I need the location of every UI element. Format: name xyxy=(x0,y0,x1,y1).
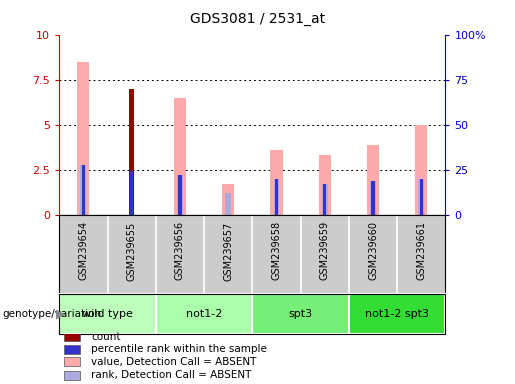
Bar xyxy=(64,344,80,354)
Text: rank, Detection Call = ABSENT: rank, Detection Call = ABSENT xyxy=(91,370,251,380)
Text: GSM239655: GSM239655 xyxy=(127,221,136,281)
Bar xyxy=(367,145,379,215)
Text: genotype/variation: genotype/variation xyxy=(3,309,101,319)
Text: GSM239657: GSM239657 xyxy=(223,221,233,281)
Text: GSM239658: GSM239658 xyxy=(271,221,282,280)
Bar xyxy=(418,179,424,215)
Bar xyxy=(64,357,80,366)
Bar xyxy=(177,175,183,215)
Bar xyxy=(370,181,376,215)
Bar xyxy=(415,125,427,215)
Text: GDS3081 / 2531_at: GDS3081 / 2531_at xyxy=(190,12,325,25)
Bar xyxy=(130,171,133,215)
Text: GSM239656: GSM239656 xyxy=(175,221,185,280)
Text: GSM239661: GSM239661 xyxy=(416,221,426,280)
Bar xyxy=(226,194,231,215)
Text: percentile rank within the sample: percentile rank within the sample xyxy=(91,344,267,354)
Text: spt3: spt3 xyxy=(288,309,313,319)
Bar xyxy=(59,294,156,334)
Bar xyxy=(319,156,331,215)
Bar xyxy=(174,98,186,215)
Text: ▶: ▶ xyxy=(56,308,65,320)
Bar xyxy=(156,294,252,334)
Bar xyxy=(323,184,327,215)
Bar xyxy=(275,179,278,215)
Text: GSM239659: GSM239659 xyxy=(320,221,330,280)
Bar xyxy=(77,62,90,215)
Text: count: count xyxy=(91,331,121,342)
Bar xyxy=(273,179,279,215)
Bar xyxy=(252,294,349,334)
Text: GSM239654: GSM239654 xyxy=(78,221,89,280)
Bar xyxy=(322,184,328,215)
Bar xyxy=(420,179,423,215)
Text: not1-2: not1-2 xyxy=(186,309,222,319)
Text: not1-2 spt3: not1-2 spt3 xyxy=(365,309,429,319)
Bar xyxy=(178,175,182,215)
Bar xyxy=(129,89,134,215)
Bar xyxy=(64,371,80,379)
Bar xyxy=(82,164,85,215)
Bar xyxy=(349,294,445,334)
Bar xyxy=(371,181,375,215)
Bar xyxy=(80,164,87,215)
Bar xyxy=(270,150,283,215)
Text: wild type: wild type xyxy=(82,309,133,319)
Text: value, Detection Call = ABSENT: value, Detection Call = ABSENT xyxy=(91,356,256,367)
Bar xyxy=(222,184,234,215)
Text: GSM239660: GSM239660 xyxy=(368,221,378,280)
Bar xyxy=(64,332,80,341)
